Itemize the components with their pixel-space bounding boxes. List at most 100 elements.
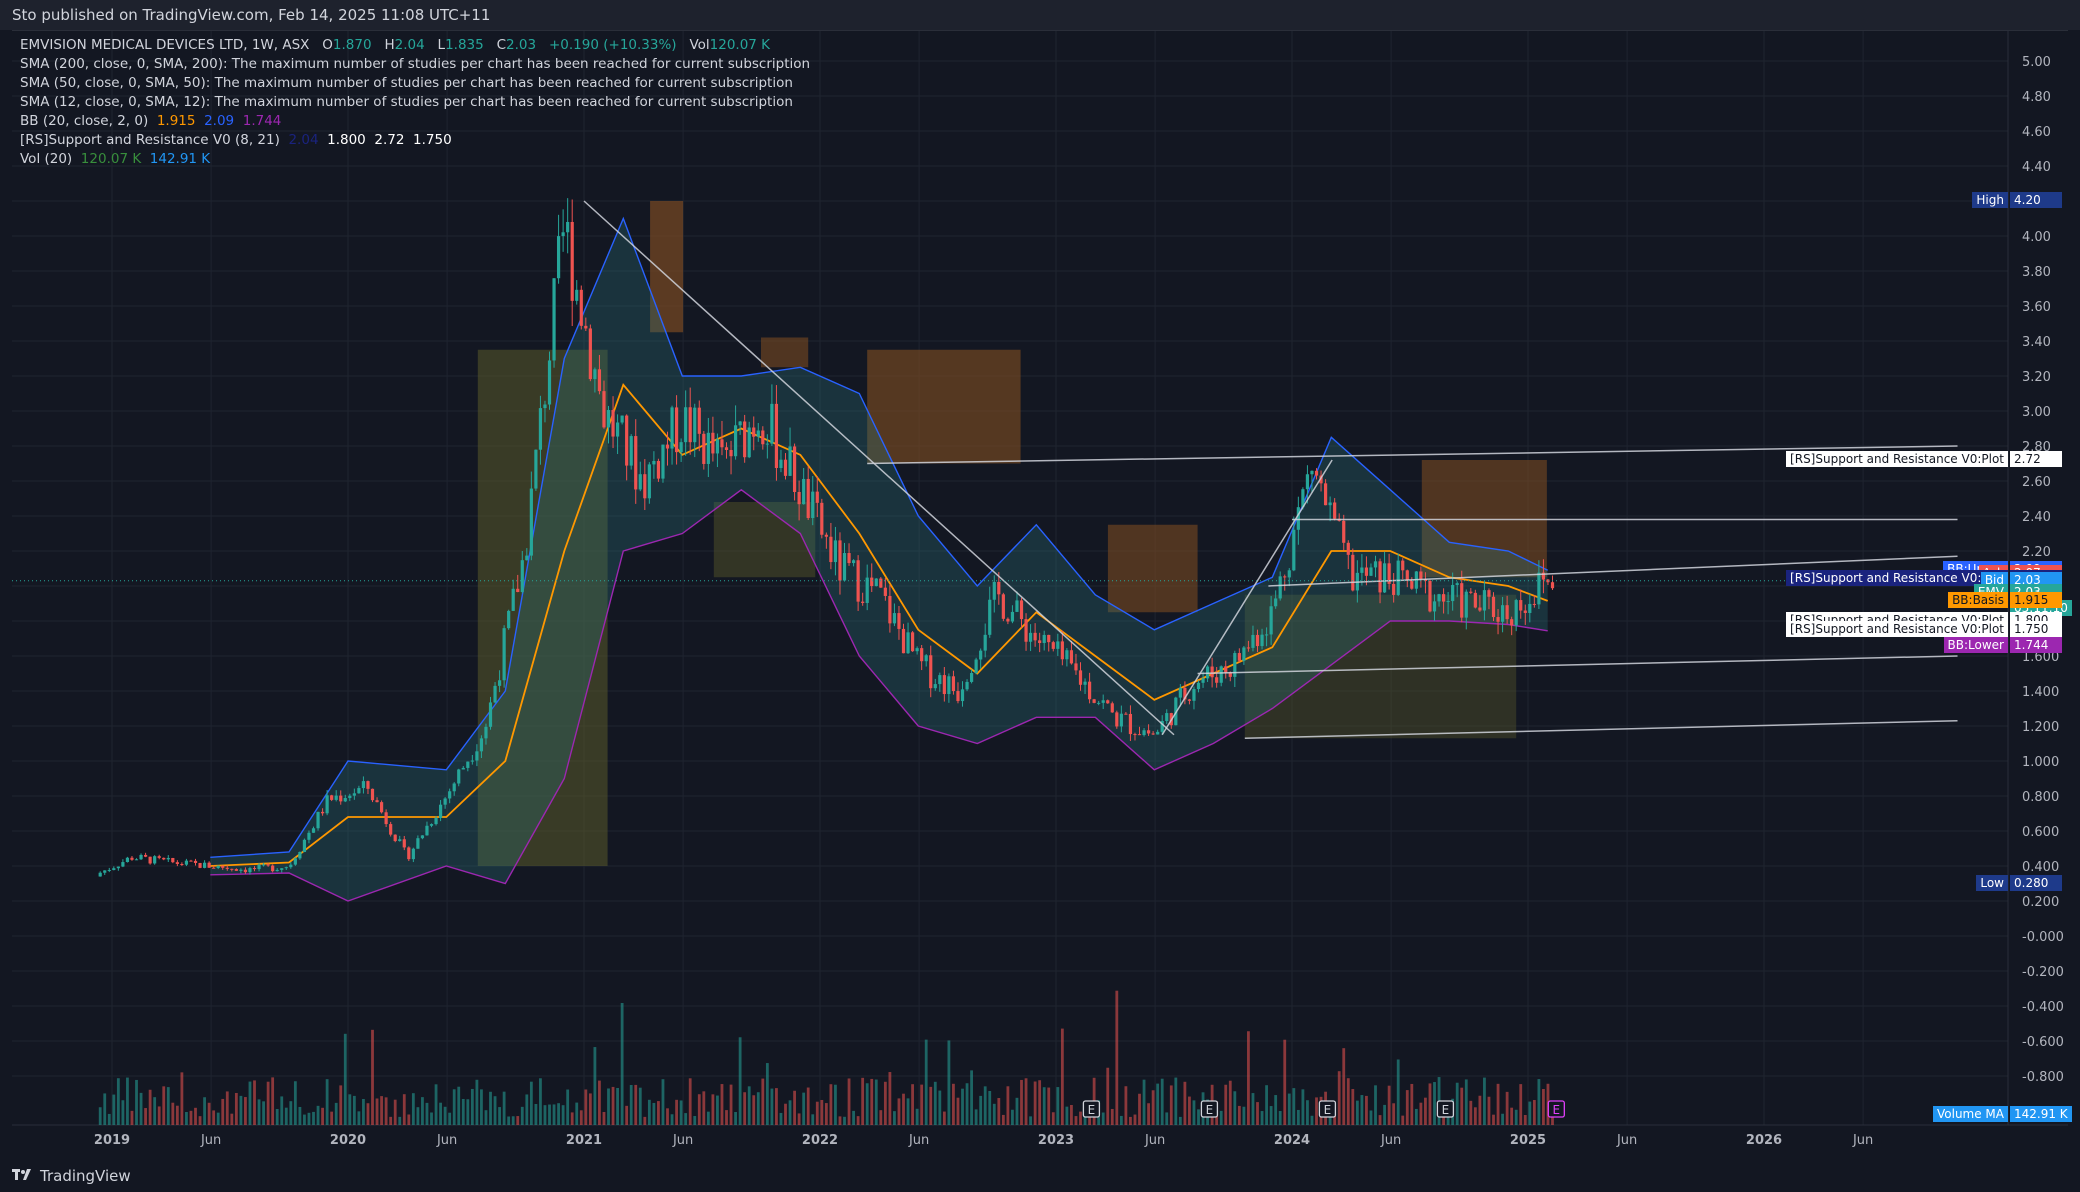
volume-bar [965, 1083, 969, 1125]
price-tag-value: 4.20 [2010, 192, 2062, 208]
candle-body [271, 865, 275, 872]
volume-bar [1237, 1105, 1241, 1125]
candle-body [602, 391, 606, 428]
volume-bar [139, 1092, 143, 1125]
sr-zone-box [1107, 524, 1198, 613]
volume-bar [911, 1084, 914, 1125]
volume-bar [1197, 1109, 1200, 1125]
chart-legend: EMVISION MEDICAL DEVICES LTD, 1W, ASX O1… [20, 36, 810, 169]
time-tick-label: Jun [1380, 1133, 1401, 1148]
grid [12, 31, 2008, 1125]
legend-sma12[interactable]: SMA (12, close, 0, SMA, 12): The maximum… [20, 94, 793, 110]
price-tick-label: -0.000 [2022, 930, 2064, 945]
price-tag-label: [RS]Support and Resistance V0:Plot [1786, 570, 2008, 586]
volume-bar [906, 1098, 910, 1125]
volume-bar [461, 1098, 465, 1125]
volume-bar [371, 1029, 374, 1125]
volume-bar [856, 1116, 860, 1125]
volume-bar [1487, 1096, 1491, 1125]
volume-bar [1496, 1083, 1500, 1125]
volume-bar [511, 1116, 515, 1125]
candle-body [1087, 681, 1092, 700]
volume-bar [1160, 1078, 1164, 1125]
volume-bar [952, 1083, 955, 1125]
volume-bar [1110, 1108, 1114, 1125]
legend-vol20[interactable]: Vol (20) 120.07 K 142.91 K [20, 150, 810, 169]
tradingview-logo[interactable]: TradingView [12, 1166, 131, 1186]
candle-body [1038, 640, 1042, 644]
symbol-title[interactable]: EMVISION MEDICAL DEVICES LTD, 1W, ASX [20, 37, 310, 53]
candle-body [797, 491, 801, 505]
candle-body [143, 854, 148, 857]
candle-body [1124, 713, 1128, 715]
chart-canvas[interactable]: 5.00 4.80 4.60 4.40 4.20 4.00 3.80 3.60 3.40 3.20… [12, 31, 2068, 1155]
candle-body [198, 862, 202, 868]
volume-bar [1428, 1083, 1432, 1125]
bb-lower-line [210, 488, 1548, 902]
candle-body [861, 601, 865, 603]
volume-bar [557, 1103, 560, 1125]
volume-bar [1310, 1115, 1314, 1125]
time-tick-label: Jun [672, 1133, 693, 1148]
legend-sma50[interactable]: SMA (50, close, 0, SMA, 50): The maximum… [20, 75, 793, 91]
candle-body [407, 847, 411, 860]
candle-body [1296, 507, 1300, 530]
volume-bar [1346, 1078, 1350, 1125]
candle-body [1001, 594, 1005, 619]
volume-bar [475, 1079, 479, 1125]
volume-bar [1315, 1097, 1318, 1125]
candle-body [688, 407, 692, 443]
candle-body [625, 415, 629, 466]
volume-bar [1242, 1106, 1246, 1125]
price-tag-label: High [1972, 192, 2008, 208]
candle-body [1464, 591, 1468, 618]
volume-bar [271, 1077, 275, 1125]
volume-bar [1469, 1100, 1473, 1125]
candle-body [960, 689, 965, 702]
candle-body [112, 868, 116, 870]
candle-body [643, 474, 647, 499]
candle-body [1323, 483, 1328, 506]
candle-body [1532, 603, 1536, 605]
volume-bar [1274, 1095, 1278, 1125]
candle-body [715, 439, 720, 454]
legend-rs[interactable]: [RS]Support and Resistance V0 (8, 21) 2.… [20, 131, 810, 150]
volume-bar [693, 1116, 697, 1125]
volume-bar [588, 1093, 592, 1125]
volume-bar [312, 1111, 315, 1125]
change-value: +0.190 (+10.33%) [548, 37, 677, 53]
candle-body [1441, 594, 1446, 602]
chart-area[interactable]: 5.00 4.80 4.60 4.40 4.20 4.00 3.80 3.60 3.40 3.20… [12, 30, 2068, 1155]
legend-bb[interactable]: BB (20, close, 2, 0) 1.915 2.09 1.744 [20, 112, 810, 131]
volume-bar [216, 1112, 220, 1125]
candle-body [298, 851, 302, 859]
candle-body [266, 864, 270, 866]
candle-body [125, 857, 130, 863]
candle-body [534, 449, 538, 489]
candle-body [720, 439, 724, 448]
candle-body [634, 436, 638, 490]
candle-body [293, 858, 297, 865]
volume-bar [929, 1086, 933, 1125]
candle-body [997, 581, 1001, 595]
candle-body [1301, 489, 1305, 508]
candle-body [938, 675, 942, 685]
volume-bar [602, 1112, 606, 1125]
candle-body [1156, 731, 1160, 735]
volume-bar [266, 1081, 270, 1125]
volume-bar [706, 1111, 710, 1125]
candle-body [1106, 700, 1110, 704]
time-tick-label: Jun [200, 1133, 221, 1148]
candle-body [951, 676, 956, 692]
volume-bar [942, 1111, 946, 1125]
volume-bar [116, 1078, 120, 1125]
candle-body [1233, 653, 1237, 677]
volume-bar [1383, 1104, 1386, 1125]
candle-body [765, 443, 769, 445]
legend-sma200[interactable]: SMA (200, close, 0, SMA, 200): The maxim… [20, 56, 811, 72]
volume-bar [389, 1116, 393, 1125]
volume-bar [520, 1106, 524, 1125]
price-tag-label: [RS]Support and Resistance V0:Plot [1786, 620, 2008, 637]
volume-bar [234, 1092, 238, 1125]
candle-body [1178, 687, 1182, 698]
